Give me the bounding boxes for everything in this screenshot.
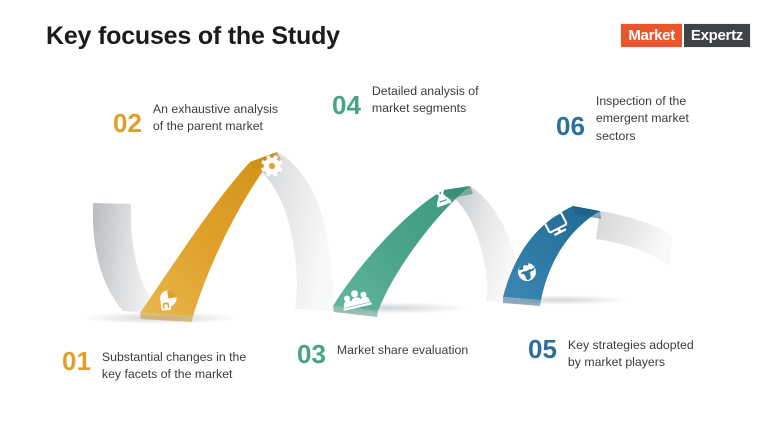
hourglass-icon xyxy=(430,182,452,208)
gray-ribbon-1 xyxy=(92,203,161,313)
step-number-02: 02 xyxy=(113,108,142,138)
step-text-01: Substantial changes in the key facets of… xyxy=(101,350,247,382)
step-text-03: Market share evaluation xyxy=(336,343,469,357)
green-ribbon-cap xyxy=(444,186,473,199)
gray-ribbon-4 xyxy=(596,211,672,266)
gray-ribbon-3 xyxy=(444,186,521,303)
brand-logo: Market Expertz xyxy=(621,24,750,47)
step-number-06: 06 xyxy=(556,111,585,141)
step-number-05: 05 xyxy=(528,334,557,364)
step-number-01: 01 xyxy=(62,346,91,376)
step-callout-01: 01 Substantial changes in the key facets… xyxy=(62,348,246,384)
step-callout-06: 06 Inspection of the emergent market sec… xyxy=(556,92,689,145)
logo-expertz-text: Expertz xyxy=(683,24,750,47)
orange-ribbon xyxy=(140,152,277,316)
green-ribbon xyxy=(333,186,470,311)
people-group-icon xyxy=(343,290,372,311)
step-callout-04: 04 Detailed analysis of market segments xyxy=(332,82,479,118)
globe-icon xyxy=(518,263,536,281)
gray-ribbon-2 xyxy=(250,152,333,311)
blue-ribbon-cap xyxy=(573,206,601,219)
logo-market-text: Market xyxy=(621,24,682,47)
orange-ribbon-foot xyxy=(140,313,193,322)
step-text-04: Detailed analysis of market segments xyxy=(371,84,479,116)
blue-ribbon-foot xyxy=(503,297,541,306)
step-callout-05: 05 Key strategies adopted by market play… xyxy=(528,336,694,372)
step-text-06: Inspection of the emergent market sector… xyxy=(595,94,689,143)
step-callout-03: 03 Market share evaluation xyxy=(297,341,468,367)
monitor-icon xyxy=(543,211,568,236)
orange-ribbon-cap xyxy=(250,152,281,170)
step-number-04: 04 xyxy=(332,90,361,120)
step-text-02: An exhaustive analysis of the parent mar… xyxy=(152,102,279,134)
pie-chart-icon xyxy=(160,290,177,311)
step-text-05: Key strategies adopted by market players xyxy=(567,338,694,370)
gear-icon xyxy=(261,155,283,177)
step-number-03: 03 xyxy=(297,339,326,369)
step-callout-02: 02 An exhaustive analysis of the parent … xyxy=(113,100,278,136)
page-title: Key focuses of the Study xyxy=(46,22,340,50)
